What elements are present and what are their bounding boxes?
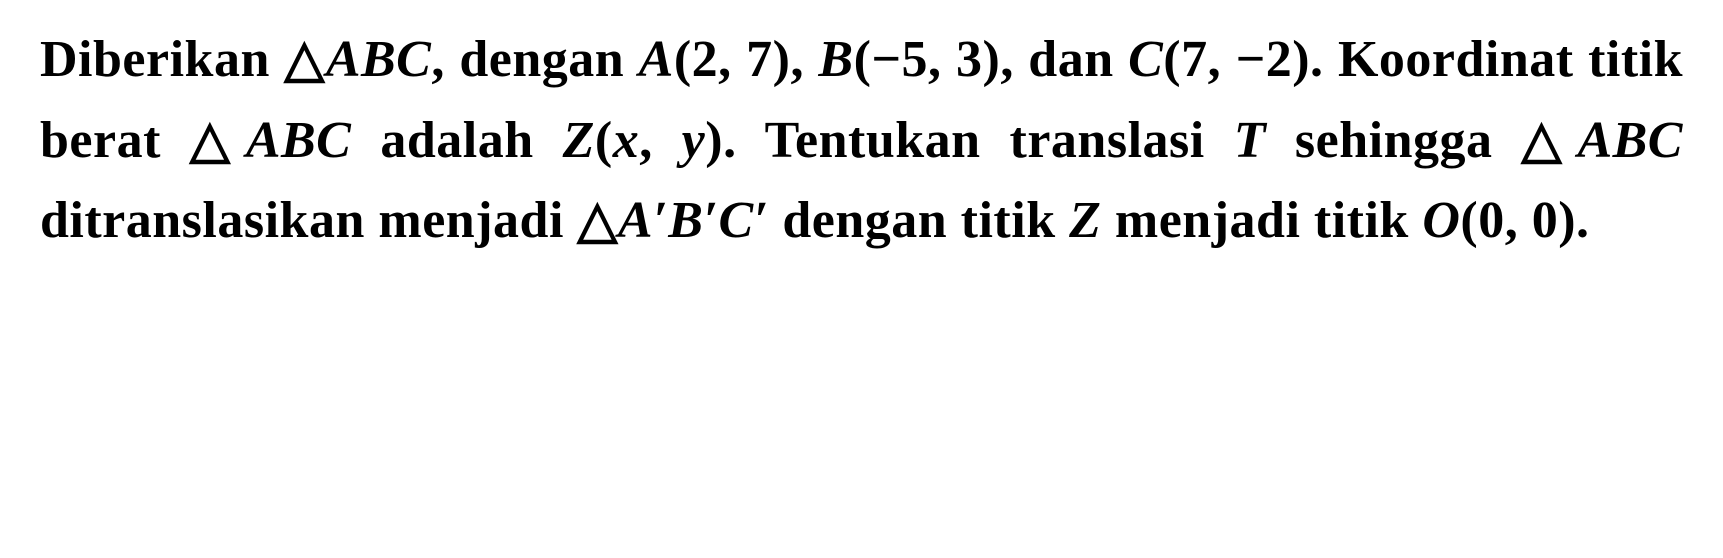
paren-open: (	[595, 112, 613, 169]
point-z: Z	[1069, 192, 1101, 249]
triangle-abc: ABC	[1577, 112, 1683, 169]
text-segment: , dengan	[431, 31, 638, 88]
triangle-symbol: △	[190, 112, 246, 169]
point-c: C	[1128, 31, 1163, 88]
text-segment: sehingga	[1266, 112, 1522, 169]
triangle-symbol: △	[577, 192, 618, 249]
point-o: O	[1422, 192, 1460, 249]
comma: ,	[639, 112, 681, 169]
triangle-abc-prime: A′B′C′	[618, 192, 769, 249]
math-problem-text: Diberikan △ABC, dengan A(2, 7), B(−5, 3)…	[40, 20, 1683, 262]
coords-b: (−5, 3),	[854, 31, 1029, 88]
coords-a: (2, 7),	[674, 31, 819, 88]
triangle-symbol: △	[1521, 112, 1577, 169]
text-segment: adalah	[351, 112, 562, 169]
point-b: B	[818, 31, 853, 88]
text-segment: menjadi titik	[1101, 192, 1422, 249]
point-a: A	[639, 31, 674, 88]
text-segment: Diberikan	[40, 31, 284, 88]
text-segment: ). Tentukan translasi	[705, 112, 1233, 169]
translation-t: T	[1234, 112, 1266, 169]
triangle-symbol: △	[284, 31, 325, 88]
text-segment: dengan titik	[769, 192, 1069, 249]
var-y: y	[682, 112, 706, 169]
point-z: Z	[563, 112, 595, 169]
coords-o: (0, 0).	[1460, 192, 1589, 249]
triangle-abc: ABC	[246, 112, 352, 169]
text-segment: ditranslasikan menjadi	[40, 192, 577, 249]
var-x: x	[613, 112, 640, 169]
triangle-abc: ABC	[326, 31, 432, 88]
text-segment: dan	[1028, 31, 1128, 88]
